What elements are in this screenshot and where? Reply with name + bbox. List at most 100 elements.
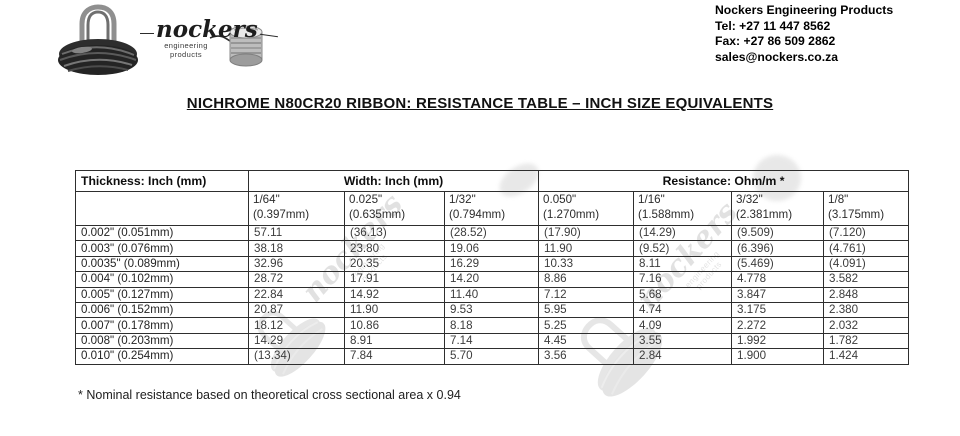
value-cell: 11.40 [443,286,540,303]
col-header-width: 1/64" (0.397mm) [248,191,345,226]
col-header-width: 1/16" (1.588mm) [633,191,733,226]
value-cell: 2.84 [633,348,733,365]
page-title: NICHROME N80CR20 RIBBON: RESISTANCE TABL… [186,95,774,112]
value-cell: 32.96 [248,255,345,273]
value-cell: 38.18 [248,240,345,257]
table-row: 0.002" (0.051mm) 57.11 (36.13) (28.52) (17.9… [75,224,910,242]
logo-sub-line2: products [170,49,202,59]
value-cell: 3.175 [731,301,825,319]
value-cell: 19.06 [443,240,540,257]
logo-brand-text: nockers engineering products [140,18,278,59]
contact-info: Nockers Engineering Products Tel: +27 11… [715,3,893,65]
col-header-thickness: Thickness: Inch (mm) [75,170,249,192]
width-mm-label: (0.794mm) [449,207,506,221]
thickness-cell: 0.006" (0.152mm) [75,301,249,319]
value-cell: (17.90) [538,224,635,242]
value-cell: 5.68 [633,286,733,303]
value-cell: 14.29 [248,332,345,350]
contact-email: sales@nockers.co.za [715,49,838,64]
subheader-empty-cell [75,191,249,226]
width-inch-label: 1/16" [638,193,665,206]
value-cell: (13.34) [248,348,345,365]
width-inch-label: 1/64" [253,193,280,206]
thickness-cell: 0.0035" (0.089mm) [75,255,249,273]
value-cell: 4.778 [731,271,825,288]
value-cell: (14.29) [633,224,733,242]
value-cell: (9.52) [633,240,733,257]
value-cell: 1.900 [731,348,825,365]
value-cell: 5.70 [443,348,540,365]
company-logo: nockers engineering products [52,2,278,82]
value-cell: 23.80 [344,240,445,257]
value-cell: 7.84 [344,348,445,365]
table-row: 0.0035" (0.089mm) 32.96 20.35 16.29 10.33 8.1… [75,255,910,273]
logo-sub-line1: engineering [164,41,208,50]
value-cell: 7.12 [538,286,635,303]
value-cell: 57.11 [248,224,345,242]
value-cell: 5.95 [538,301,635,319]
table-header-row: Thickness: Inch (mm) Width: Inch (mm) Resi… [75,170,910,192]
contact-tel: Tel: +27 11 447 8562 [715,18,831,33]
thickness-cell: 0.010" (0.254mm) [75,348,249,365]
value-cell: 18.12 [248,317,345,334]
group-header: Resistance: Ohm/m * [538,170,910,192]
value-cell: (9.509) [731,224,825,242]
col-header-width: 3/32" (2.381mm) [731,191,825,226]
value-cell: 14.20 [443,271,540,288]
value-cell: 2.848 [823,286,910,303]
value-cell: 3.847 [731,286,825,303]
value-cell: 8.18 [443,317,540,334]
table-row: 0.010" (0.254mm) (13.34) 7.84 5.70 3.56 2.84 1… [75,348,910,365]
contact-company: Nockers Engineering Products [715,3,894,17]
value-cell: 1.424 [823,348,910,365]
thickness-cell: 0.007" (0.178mm) [75,317,249,334]
value-cell: (6.396) [731,240,825,257]
table-row: 0.005" (0.127mm) 22.84 14.92 11.40 7.12 5.68 3… [75,286,910,303]
value-cell: 3.55 [633,332,733,350]
value-cell: 9.53 [443,301,540,319]
value-cell: 2.032 [823,317,910,334]
value-cell: 4.45 [538,332,635,350]
value-cell: (28.52) [443,224,540,242]
table-row: 0.003" (0.076mm) 38.18 23.80 19.06 11.90 (9.5… [75,240,910,257]
value-cell: (5.469) [731,255,825,273]
width-mm-label: (0.397mm) [253,207,310,221]
width-mm-label: (2.381mm) [736,207,793,221]
value-cell: 20.35 [344,255,445,273]
value-cell: (36.13) [344,224,445,242]
wire-coil-icon [58,4,263,75]
thickness-cell: 0.005" (0.127mm) [75,286,249,303]
value-cell: 22.84 [248,286,345,303]
value-cell: 14.92 [344,286,445,303]
thickness-cell: 0.008" (0.203mm) [75,332,249,350]
group-header: Width: Inch (mm) [247,170,540,192]
value-cell: (4.761) [823,240,910,257]
value-cell: 10.33 [538,255,635,273]
value-cell: 8.86 [538,271,635,288]
col-header-width: 1/8" (3.175mm) [823,191,910,226]
logo-swash-left [140,32,154,34]
table-row: 0.006" (0.152mm) 20.87 11.90 9.53 5.95 4.74 3.… [75,301,910,319]
col-header-width: 0.050" (1.270mm) [538,191,635,226]
value-cell: 17.91 [344,271,445,288]
value-cell: 1.992 [731,332,825,350]
table-row: 0.004" (0.102mm) 28.72 17.91 14.20 8.86 7.16 4… [75,271,910,288]
logo-brand-name: nockers [156,16,258,43]
width-inch-label: 3/32" [736,193,763,206]
width-mm-label: (0.635mm) [349,207,406,221]
value-cell: 2.380 [823,301,910,319]
width-mm-label: (1.270mm) [543,207,600,221]
width-inch-label: 1/8" [828,193,849,206]
width-mm-label: (1.588mm) [638,207,695,221]
value-cell: 3.582 [823,271,910,288]
value-cell: 1.782 [823,332,910,350]
table-subheader-row: 1/64" (0.397mm) 0.025" (0.635mm) 1/32" (0.794… [75,191,910,226]
value-cell: 4.74 [633,301,733,319]
thickness-cell: 0.004" (0.102mm) [75,271,249,288]
table-row: 0.008" (0.203mm) 14.29 8.91 7.14 4.45 3.55 1.9… [75,332,910,350]
value-cell: 3.56 [538,348,635,365]
value-cell: 2.272 [731,317,825,334]
value-cell: 8.91 [344,332,445,350]
thickness-cell: 0.002" (0.051mm) [75,224,249,242]
value-cell: 5.25 [538,317,635,334]
